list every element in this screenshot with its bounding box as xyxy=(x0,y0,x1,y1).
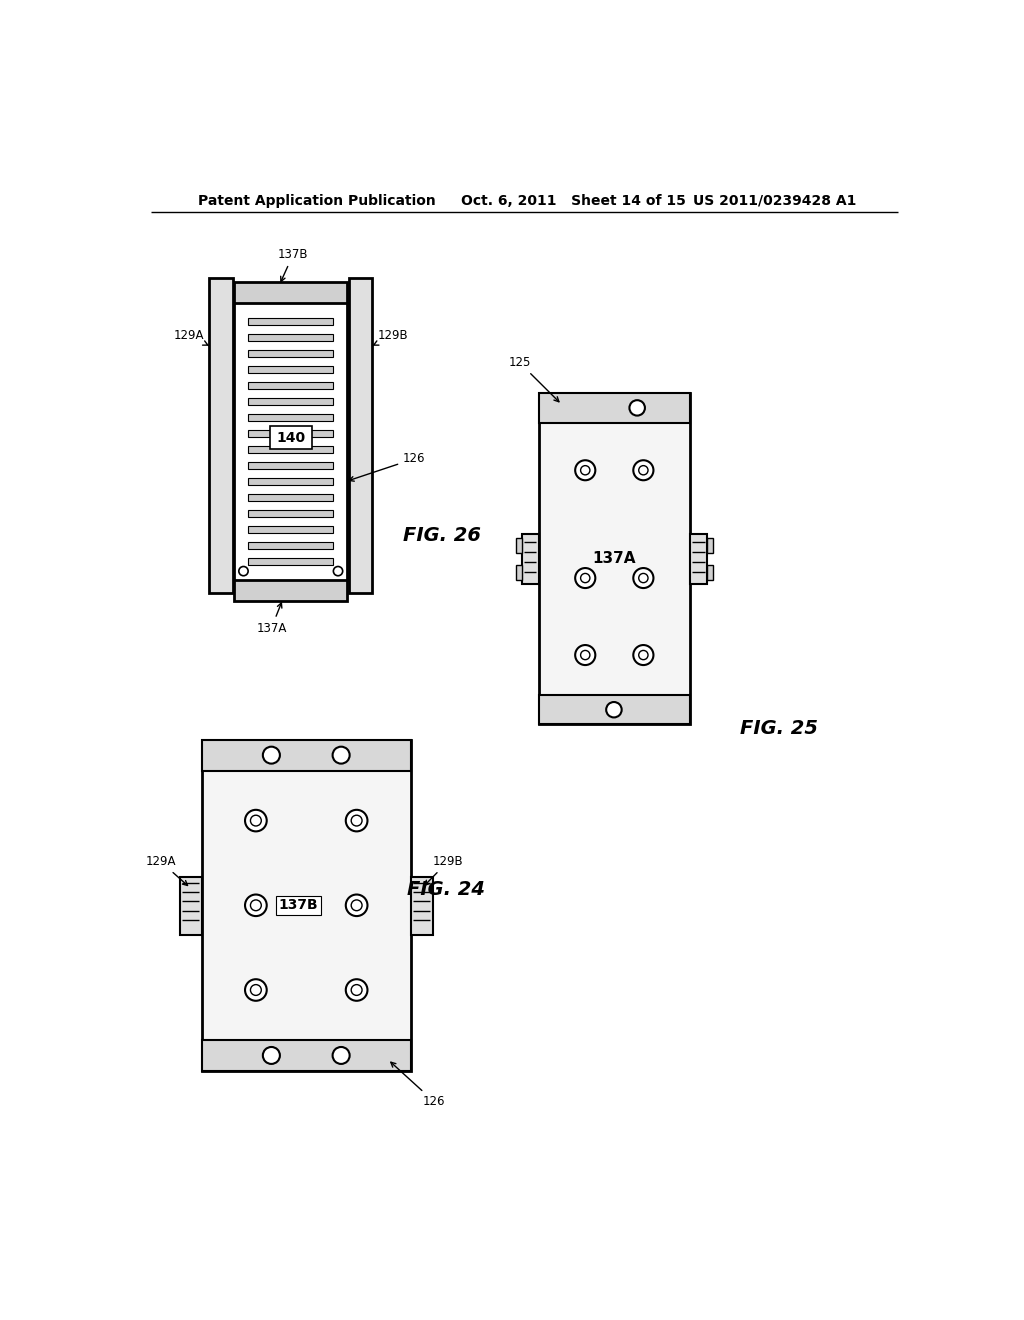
Text: Oct. 6, 2011   Sheet 14 of 15: Oct. 6, 2011 Sheet 14 of 15 xyxy=(461,194,686,207)
Circle shape xyxy=(245,810,266,832)
Bar xyxy=(202,739,411,771)
Bar xyxy=(707,539,713,553)
Bar xyxy=(248,318,334,325)
Circle shape xyxy=(639,466,648,475)
Text: Patent Application Publication: Patent Application Publication xyxy=(198,194,435,207)
Text: FIG. 25: FIG. 25 xyxy=(740,718,818,738)
Bar xyxy=(248,334,334,341)
Circle shape xyxy=(346,979,368,1001)
Circle shape xyxy=(575,645,595,665)
Bar xyxy=(248,350,334,356)
Circle shape xyxy=(333,1047,349,1064)
Bar xyxy=(248,381,334,388)
Bar xyxy=(270,426,311,450)
Text: 137B: 137B xyxy=(278,248,308,281)
Circle shape xyxy=(333,747,349,763)
Bar xyxy=(248,494,334,502)
Bar xyxy=(539,393,690,422)
Circle shape xyxy=(351,985,362,995)
Bar xyxy=(234,281,347,305)
Bar xyxy=(248,397,334,405)
Circle shape xyxy=(575,568,595,589)
Text: 129B: 129B xyxy=(373,329,409,346)
Bar xyxy=(521,535,539,585)
Text: 137A: 137A xyxy=(592,552,636,566)
Text: 125: 125 xyxy=(508,356,559,401)
Bar xyxy=(707,565,713,581)
Circle shape xyxy=(239,566,248,576)
Text: 129A: 129A xyxy=(145,855,187,886)
Bar xyxy=(209,277,232,594)
Circle shape xyxy=(346,810,368,832)
Text: FIG. 26: FIG. 26 xyxy=(403,527,481,545)
Circle shape xyxy=(639,573,648,582)
Circle shape xyxy=(263,747,280,763)
Text: 126: 126 xyxy=(349,453,426,482)
Circle shape xyxy=(351,816,362,826)
Bar xyxy=(248,543,334,549)
Text: 126: 126 xyxy=(391,1063,445,1109)
Text: US 2011/0239428 A1: US 2011/0239428 A1 xyxy=(693,194,856,207)
Text: 129A: 129A xyxy=(173,329,209,346)
Circle shape xyxy=(633,568,653,589)
Text: FIG. 24: FIG. 24 xyxy=(407,880,485,899)
Circle shape xyxy=(334,566,343,576)
Bar xyxy=(690,535,707,585)
Bar xyxy=(180,876,202,935)
Bar xyxy=(234,578,347,601)
Circle shape xyxy=(251,816,261,826)
Circle shape xyxy=(581,651,590,660)
Text: 129B: 129B xyxy=(425,855,464,886)
Text: 137A: 137A xyxy=(256,603,287,635)
Bar xyxy=(248,478,334,484)
Circle shape xyxy=(351,900,362,911)
Bar xyxy=(202,739,411,1071)
Circle shape xyxy=(346,895,368,916)
Text: 140: 140 xyxy=(276,430,305,445)
Bar xyxy=(248,558,334,565)
Circle shape xyxy=(633,461,653,480)
Bar xyxy=(248,414,334,421)
Bar xyxy=(515,539,521,553)
Circle shape xyxy=(575,461,595,480)
Circle shape xyxy=(245,895,266,916)
Circle shape xyxy=(633,645,653,665)
Circle shape xyxy=(630,400,645,416)
Text: 137B: 137B xyxy=(279,899,318,912)
Circle shape xyxy=(606,702,622,718)
Bar xyxy=(202,1040,411,1071)
Bar xyxy=(539,393,690,725)
Bar xyxy=(539,696,690,725)
Bar xyxy=(248,462,334,469)
Circle shape xyxy=(245,979,266,1001)
Bar xyxy=(248,366,334,372)
Circle shape xyxy=(581,466,590,475)
Circle shape xyxy=(263,1047,280,1064)
Bar xyxy=(411,876,432,935)
Bar xyxy=(248,430,334,437)
Circle shape xyxy=(251,985,261,995)
Bar xyxy=(515,565,521,581)
Circle shape xyxy=(251,900,261,911)
Bar xyxy=(349,277,372,594)
Bar xyxy=(248,446,334,453)
Circle shape xyxy=(581,573,590,582)
Bar xyxy=(248,510,334,517)
Bar xyxy=(248,527,334,533)
Bar xyxy=(234,304,347,581)
Circle shape xyxy=(639,651,648,660)
